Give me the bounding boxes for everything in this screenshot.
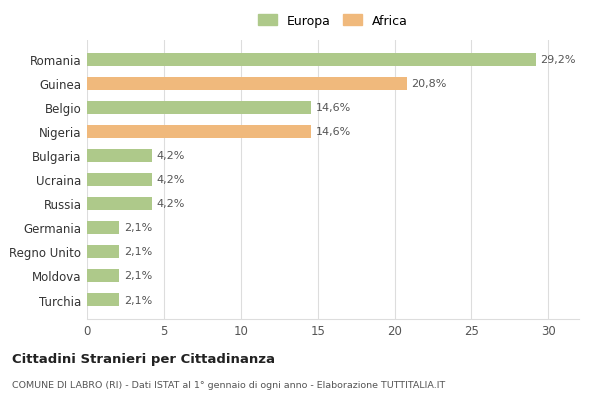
- Bar: [87, 197, 152, 211]
- Text: COMUNE DI LABRO (RI) - Dati ISTAT al 1° gennaio di ogni anno - Elaborazione TUTT: COMUNE DI LABRO (RI) - Dati ISTAT al 1° …: [12, 380, 445, 389]
- Text: 14,6%: 14,6%: [316, 127, 352, 137]
- Bar: [87, 78, 407, 91]
- Bar: [87, 269, 119, 282]
- Text: 4,2%: 4,2%: [156, 175, 185, 185]
- Text: 20,8%: 20,8%: [412, 79, 447, 89]
- Bar: [87, 149, 152, 163]
- Bar: [87, 293, 119, 306]
- Text: 14,6%: 14,6%: [316, 103, 352, 113]
- Bar: [87, 173, 152, 187]
- Bar: [87, 245, 119, 258]
- Text: 2,1%: 2,1%: [124, 223, 152, 233]
- Text: Cittadini Stranieri per Cittadinanza: Cittadini Stranieri per Cittadinanza: [12, 352, 275, 365]
- Text: 2,1%: 2,1%: [124, 295, 152, 305]
- Legend: Europa, Africa: Europa, Africa: [254, 11, 412, 31]
- Text: 4,2%: 4,2%: [156, 199, 185, 209]
- Bar: [87, 221, 119, 234]
- Bar: [87, 54, 536, 67]
- Text: 2,1%: 2,1%: [124, 247, 152, 257]
- Text: 2,1%: 2,1%: [124, 271, 152, 281]
- Text: 29,2%: 29,2%: [541, 55, 576, 65]
- Text: 4,2%: 4,2%: [156, 151, 185, 161]
- Bar: [87, 126, 311, 139]
- Bar: [87, 101, 311, 115]
